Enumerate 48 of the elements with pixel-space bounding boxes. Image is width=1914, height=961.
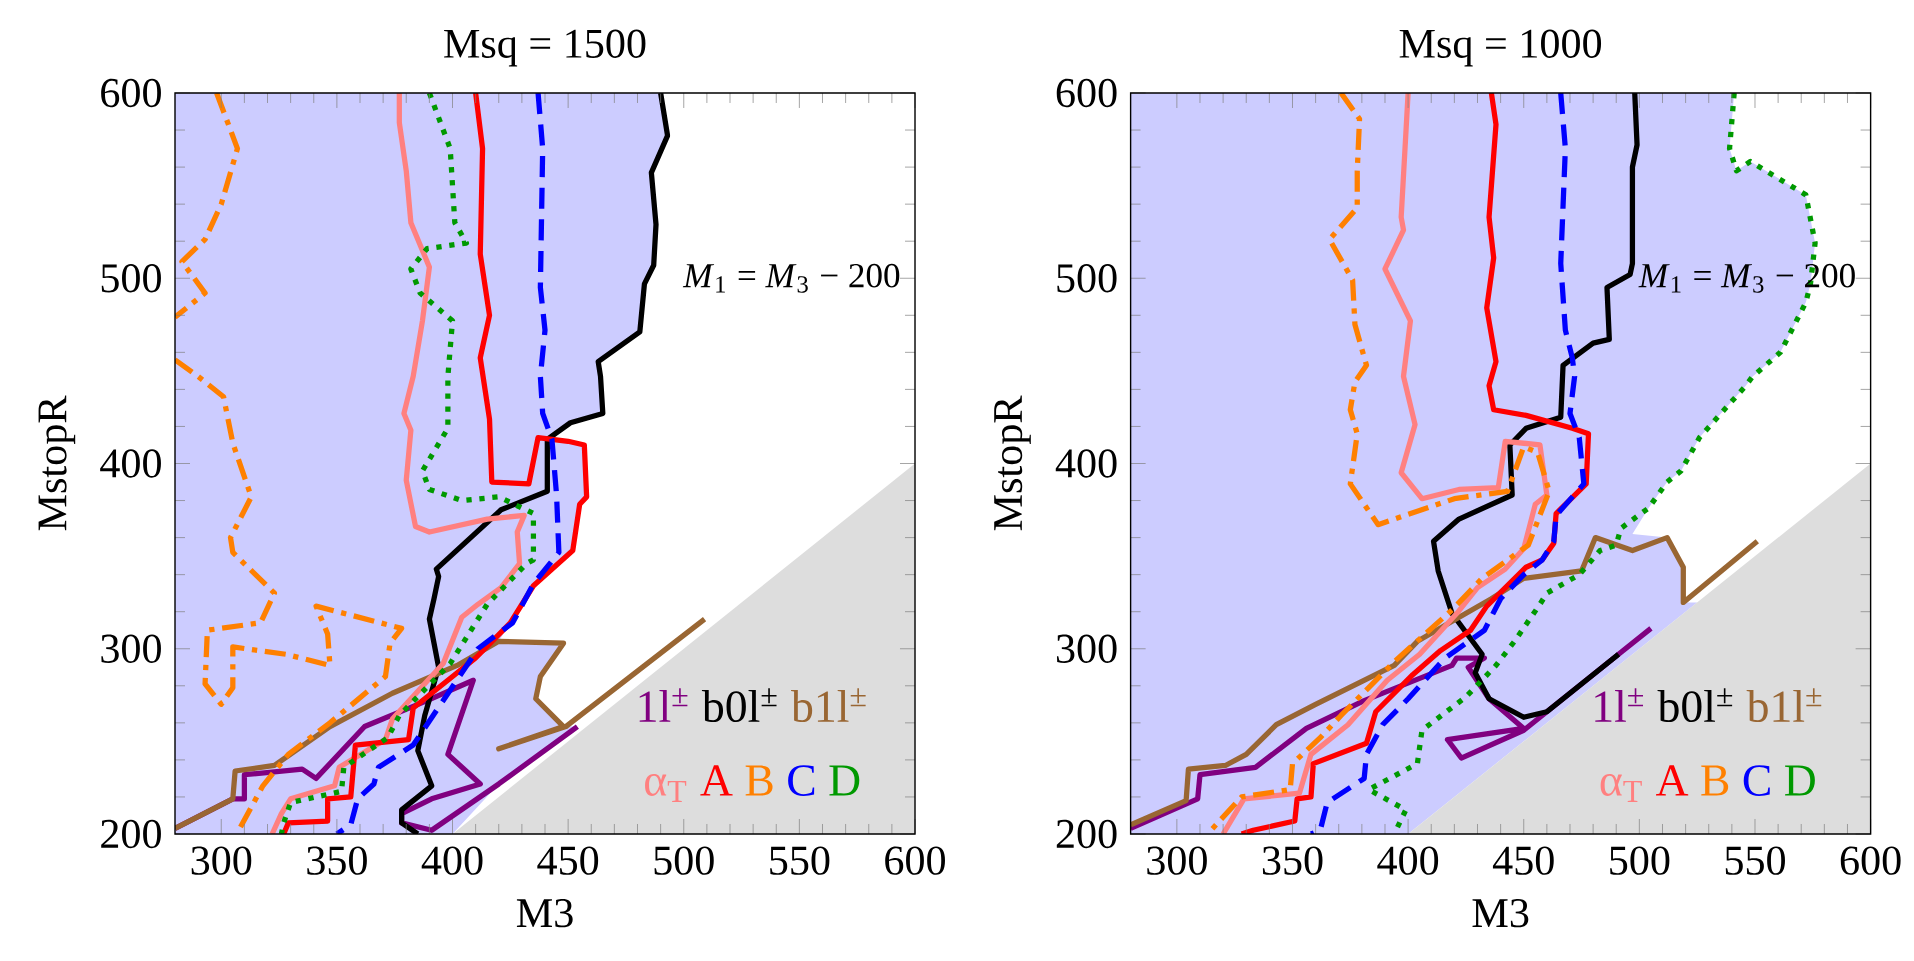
text: A — [700, 765, 733, 796]
chart-title: Msq = 1500 — [444, 29, 646, 67]
text: α$_{T}$ — [645, 773, 687, 802]
y-axis-title: MstopR — [994, 395, 1031, 531]
x-tick-label: 350 — [1262, 846, 1323, 875]
y-tick-label: 200 — [101, 819, 161, 849]
y-tick-label: 300 — [1056, 634, 1117, 663]
text: b1l$^{±}$ — [1746, 688, 1822, 723]
x-tick-label: 400 — [1377, 846, 1439, 875]
annotation: M$_{1}$ = M$_{3}$ − 200 — [682, 263, 900, 293]
y-tick-label: 200 — [1056, 819, 1117, 849]
series-label: b0l$^{±}$ — [1657, 688, 1733, 723]
x-tick-label: 600 — [885, 846, 945, 875]
y-tick-label: 400 — [100, 449, 161, 478]
y-axis-title: MstopR — [38, 395, 76, 531]
text: B — [745, 765, 773, 796]
y-tick-label: 600 — [1056, 78, 1117, 108]
x-tick-label: 400 — [421, 846, 483, 875]
text: A — [1655, 765, 1689, 796]
annotation: M$_{1}$ = M$_{3}$ − 200 — [1638, 263, 1855, 293]
x-tick-label: 450 — [1492, 846, 1554, 875]
x-tick-label: 300 — [1147, 846, 1207, 875]
text: b0l$^{±}$ — [701, 688, 777, 723]
x-tick-label: 550 — [770, 846, 830, 875]
x-tick-label: 500 — [1610, 846, 1670, 875]
x-axis-title: M3 — [1472, 898, 1529, 928]
y-tick-label: 600 — [101, 78, 161, 108]
text: b1l$^{±}$ — [791, 688, 866, 723]
x-tick-label: 600 — [1840, 846, 1901, 875]
text: D — [1785, 765, 1815, 796]
y-tick-label: 300 — [101, 634, 161, 663]
series-label: 1l$^{±}$ — [639, 688, 688, 722]
y-tick-label: 500 — [101, 264, 161, 293]
y-tick-label: 400 — [1055, 449, 1117, 478]
x-tick-label: 500 — [654, 846, 714, 875]
chart-title: Msq = 1000 — [1399, 29, 1602, 67]
text: C — [788, 765, 815, 796]
x-tick-label: 300 — [191, 846, 252, 875]
series-label: 1l$^{±}$ — [1595, 688, 1644, 722]
x-tick-label: 550 — [1725, 846, 1785, 875]
text: B — [1701, 765, 1729, 796]
x-tick-label: 450 — [537, 846, 599, 875]
text: D — [829, 765, 860, 796]
text: α$_{T}$ — [1600, 773, 1642, 802]
x-axis-title: M3 — [516, 898, 573, 928]
x-tick-label: 350 — [307, 846, 367, 875]
y-tick-label: 500 — [1057, 264, 1117, 293]
text: C — [1743, 765, 1770, 796]
